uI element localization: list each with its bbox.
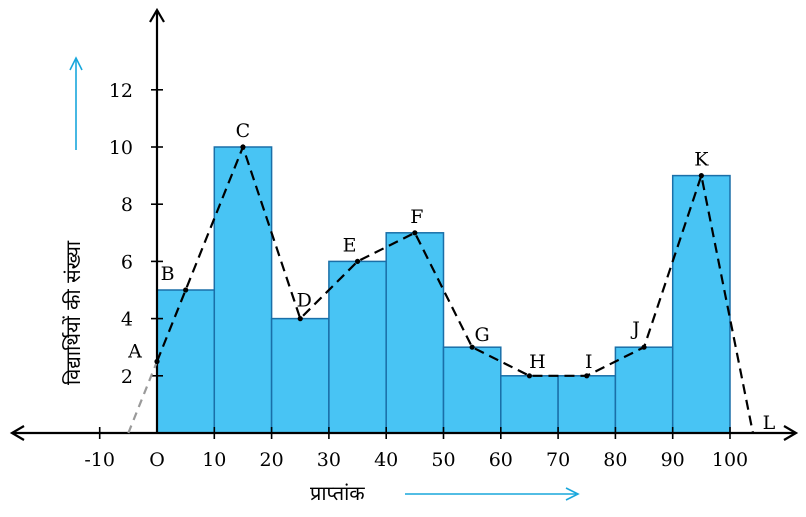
x-tick-label-0: -10 [84, 449, 115, 471]
point-label-f: F [410, 206, 423, 228]
polygon-vertex-f [412, 230, 418, 236]
histogram-bar-5 [442, 346, 502, 434]
x-tick-label-2: 10 [202, 449, 226, 471]
point-label-e: E [343, 234, 357, 256]
histogram-bar-8 [614, 346, 674, 434]
histogram-bar-2 [270, 317, 330, 434]
histogram-bar-0 [156, 289, 216, 434]
x-tick-label-10: 90 [661, 449, 685, 471]
point-label-j: J [630, 318, 640, 340]
x-tick-label-7: 60 [489, 449, 513, 471]
x-tick-label-8: 70 [546, 449, 570, 471]
polygon-vertex-a [154, 358, 160, 365]
frequency-polygon-line [155, 143, 754, 434]
point-label-i: I [585, 351, 593, 373]
point-label-l: L [763, 412, 776, 434]
x-tick-label-4: 30 [317, 449, 341, 471]
polygon-vertex-i [584, 373, 590, 379]
point-label-h: H [529, 351, 546, 373]
point-label-g: G [475, 324, 490, 346]
polygon-vertex-d [297, 316, 303, 322]
x-title-arrow-icon [405, 487, 580, 501]
ticks-layer [98, 89, 731, 439]
y-axis-title: विद्यार्थियों की संख्या [61, 240, 85, 385]
histogram-bar-7 [557, 375, 617, 434]
y-tick-label-1: 4 [121, 309, 133, 331]
bars-layer [156, 146, 731, 434]
x-axis-title: प्राप्तांक [310, 481, 365, 505]
y-tick-label-5: 12 [109, 80, 133, 102]
polygon-vertex-j [641, 344, 647, 350]
point-label-k: K [694, 149, 709, 171]
point-label-a: A [127, 341, 142, 363]
x-tick-label-5: 40 [374, 449, 398, 471]
x-tick-label-6: 50 [431, 449, 455, 471]
labels-layer: -10 O 10 20 30 40 50 60 70 80 90 100 2 4 6 8 10 12 A B C D E F G… [84, 80, 775, 471]
y-tick-label-2: 6 [121, 251, 133, 273]
polygon-layer [127, 143, 754, 434]
polygon-vertex-b [183, 287, 189, 293]
y-tick-label-3: 8 [121, 194, 133, 216]
polygon-vertex-g [469, 344, 475, 350]
y-axis-arrow-icon [149, 7, 165, 23]
polygon-vertex-e [354, 258, 361, 264]
x-tick-label-3: 20 [260, 449, 284, 471]
polygon-vertex-c [240, 144, 246, 150]
histogram-bar-9 [671, 174, 731, 434]
point-label-d: D [297, 290, 312, 312]
x-tick-label-9: 80 [603, 449, 627, 471]
polygon-vertex-k [698, 173, 704, 179]
x-tick-label-11: 100 [712, 449, 748, 471]
point-label-c: C [236, 120, 251, 142]
y-tick-label-0: 2 [121, 366, 133, 388]
histogram-bar-4 [385, 232, 445, 434]
histogram-bar-3 [328, 260, 387, 434]
point-label-b: B [161, 263, 175, 285]
y-tick-label-4: 10 [109, 137, 133, 159]
polygon-vertex-h [526, 373, 533, 379]
x-tick-label-1: O [149, 449, 165, 471]
x-axis-left-arrow-icon [9, 425, 25, 441]
x-axis-right-arrow-icon [783, 425, 799, 441]
y-title-arrow-icon [69, 56, 83, 150]
histogram-bar-1 [213, 146, 273, 434]
histogram-bar-6 [500, 375, 559, 434]
